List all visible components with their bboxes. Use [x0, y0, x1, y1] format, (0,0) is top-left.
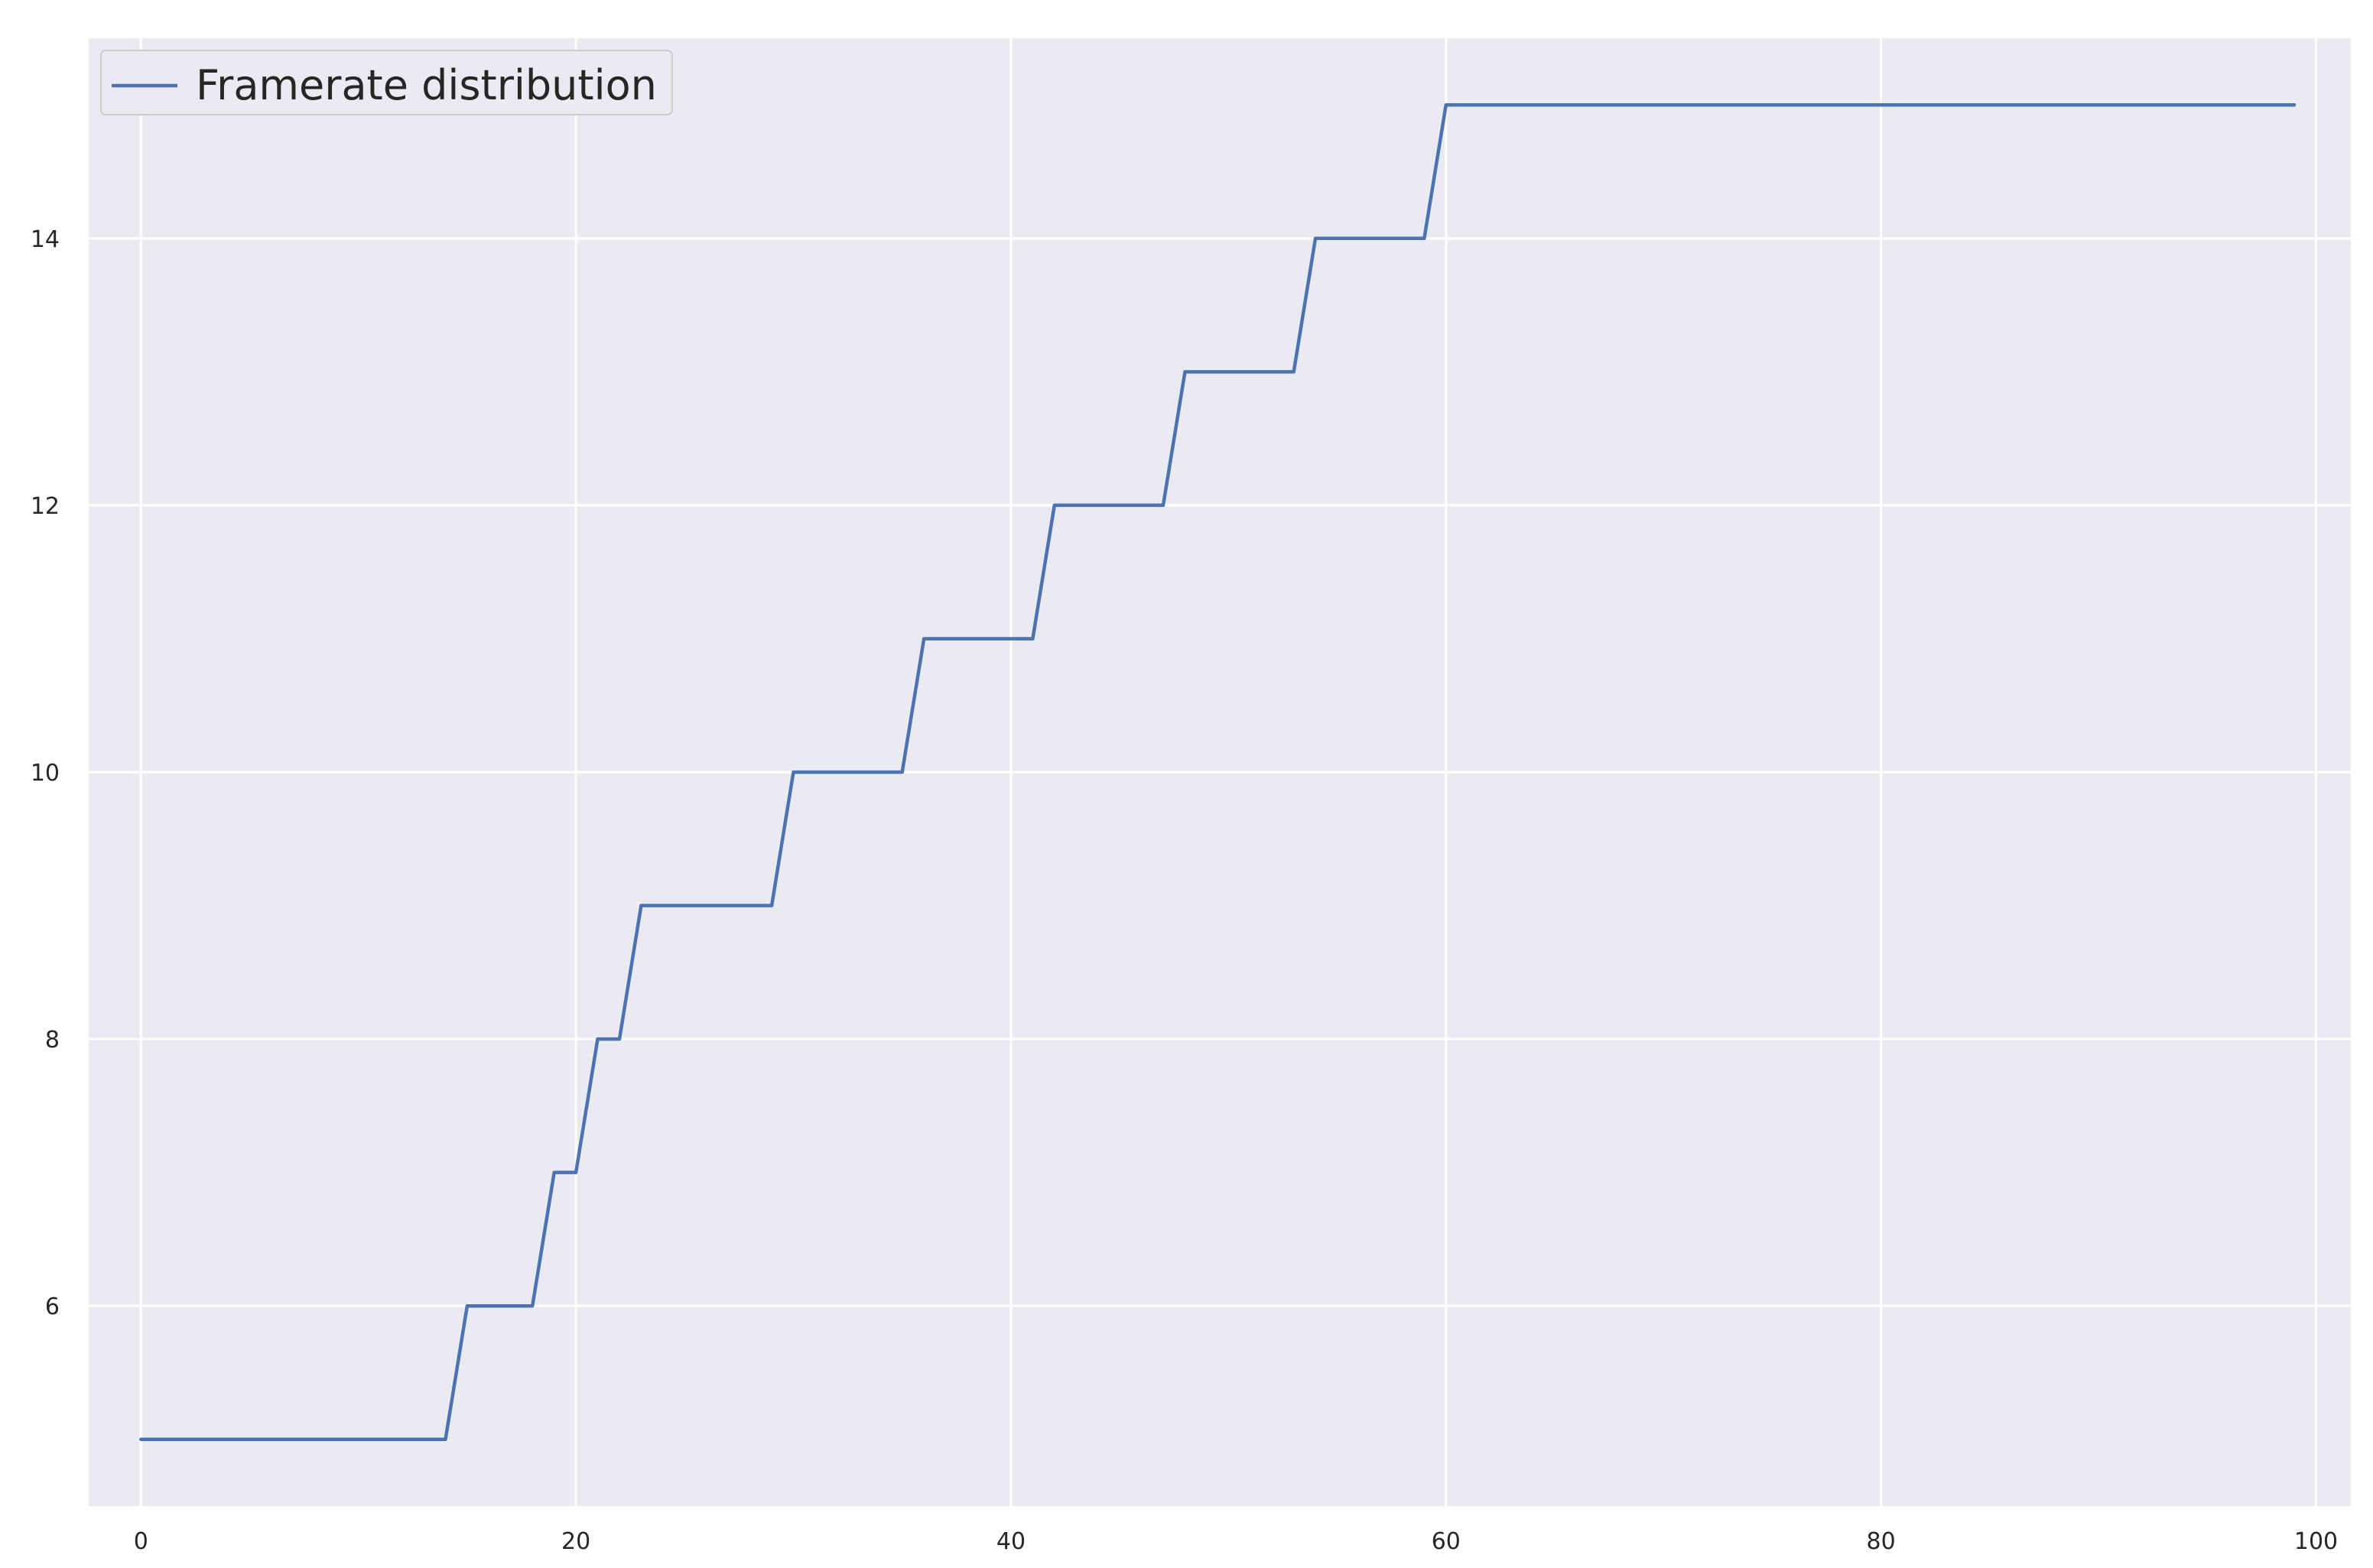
series-line-0: [139, 103, 2297, 1441]
y-tick-label: 8: [45, 1027, 60, 1053]
y-tick-label: 14: [31, 226, 60, 253]
y-tick-label: 6: [45, 1294, 60, 1320]
y-tick-label: 12: [31, 493, 60, 520]
x-tick-label: 60: [1432, 1528, 1461, 1555]
x-tick-label: 80: [1867, 1528, 1896, 1555]
legend-box: [100, 50, 673, 115]
x-tick-label: 20: [561, 1528, 590, 1555]
series-layer: [139, 103, 2297, 1441]
x-tick-label: 100: [2294, 1528, 2338, 1555]
legend-label-framerate-distribution: Framerate distribution: [196, 61, 657, 109]
x-tick-label: 0: [134, 1528, 148, 1555]
legend: Framerate distribution: [100, 50, 673, 115]
grid-lines: [89, 38, 2351, 1506]
y-tick-labels: 6 8 10 12 14: [31, 226, 60, 1320]
y-tick-label: 10: [31, 760, 60, 787]
x-tick-labels: 0 20 40 60 80 100: [134, 1528, 2338, 1555]
x-tick-label: 40: [996, 1528, 1026, 1555]
